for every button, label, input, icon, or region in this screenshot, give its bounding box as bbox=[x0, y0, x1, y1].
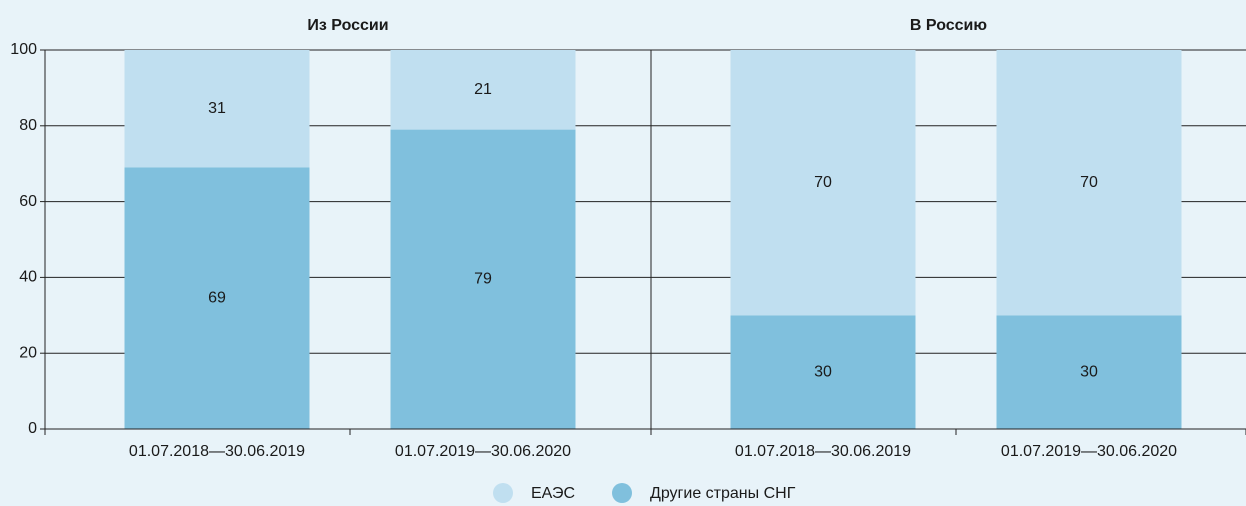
panel-title: В Россию bbox=[910, 17, 987, 34]
y-tick-label: 20 bbox=[19, 344, 37, 361]
x-tick-label: 01.07.2019—30.06.2020 bbox=[395, 443, 571, 460]
value-label: 79 bbox=[474, 271, 492, 288]
bar-segment bbox=[124, 50, 310, 168]
bar-segment bbox=[730, 50, 916, 316]
legend-marker bbox=[493, 483, 513, 503]
x-tick-label: 01.07.2018—30.06.2019 bbox=[735, 443, 911, 460]
x-tick-label: 01.07.2018—30.06.2019 bbox=[129, 443, 305, 460]
legend-label: Другие страны СНГ bbox=[650, 485, 796, 502]
x-tick-label: 01.07.2019—30.06.2020 bbox=[1001, 443, 1177, 460]
y-tick-label: 80 bbox=[19, 117, 37, 134]
legend-label: ЕАЭС bbox=[531, 485, 575, 502]
bar-segment bbox=[124, 167, 310, 430]
value-label: 30 bbox=[814, 363, 832, 380]
y-tick-label: 60 bbox=[19, 193, 37, 210]
bar-segment bbox=[730, 315, 916, 429]
value-label: 31 bbox=[208, 100, 226, 117]
bar-segment bbox=[390, 50, 576, 130]
y-tick-label: 40 bbox=[19, 269, 37, 286]
value-label: 70 bbox=[1080, 174, 1098, 191]
value-label: 70 bbox=[814, 174, 832, 191]
legend-marker bbox=[612, 483, 632, 503]
value-label: 21 bbox=[474, 81, 492, 98]
bar-segment bbox=[390, 129, 576, 429]
y-tick-label: 100 bbox=[10, 41, 37, 58]
bar-segment bbox=[996, 315, 1182, 429]
panel-title: Из России bbox=[307, 17, 388, 34]
y-tick-label: 0 bbox=[28, 420, 37, 437]
value-label: 30 bbox=[1080, 363, 1098, 380]
bar-segment bbox=[996, 50, 1182, 316]
value-label: 69 bbox=[208, 289, 226, 306]
